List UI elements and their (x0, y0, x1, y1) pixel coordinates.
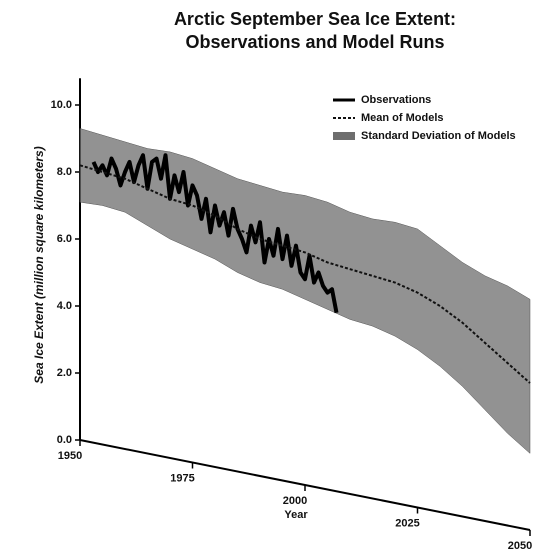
legend-label: Mean of Models (361, 112, 444, 124)
y-tick-label: 6.0 (57, 233, 72, 245)
x-axis-label: Year (284, 509, 308, 521)
x-tick-label: 1975 (170, 472, 194, 484)
y-tick-label: 4.0 (57, 300, 72, 312)
x-tick-label: 2000 (283, 495, 307, 507)
legend-label: Observations (361, 94, 431, 106)
y-tick-label: 8.0 (57, 166, 72, 178)
x-tick-label: 2025 (395, 517, 419, 529)
x-tick-label: 2050 (508, 540, 532, 552)
chart: Arctic September Sea Ice Extent: Observa… (0, 0, 548, 552)
y-tick-label: 10.0 (51, 99, 72, 111)
chart-title: Arctic September Sea Ice Extent: (174, 9, 456, 29)
chart-subtitle: Observations and Model Runs (185, 32, 444, 52)
x-tick-label: 1950 (58, 450, 82, 462)
legend-label: Standard Deviation of Models (361, 130, 516, 142)
y-tick-label: 2.0 (57, 367, 72, 379)
y-tick-label: 0.0 (57, 434, 72, 446)
y-axis-label: Sea Ice Extent (million square kilometer… (32, 146, 46, 383)
legend-swatch (333, 132, 355, 140)
